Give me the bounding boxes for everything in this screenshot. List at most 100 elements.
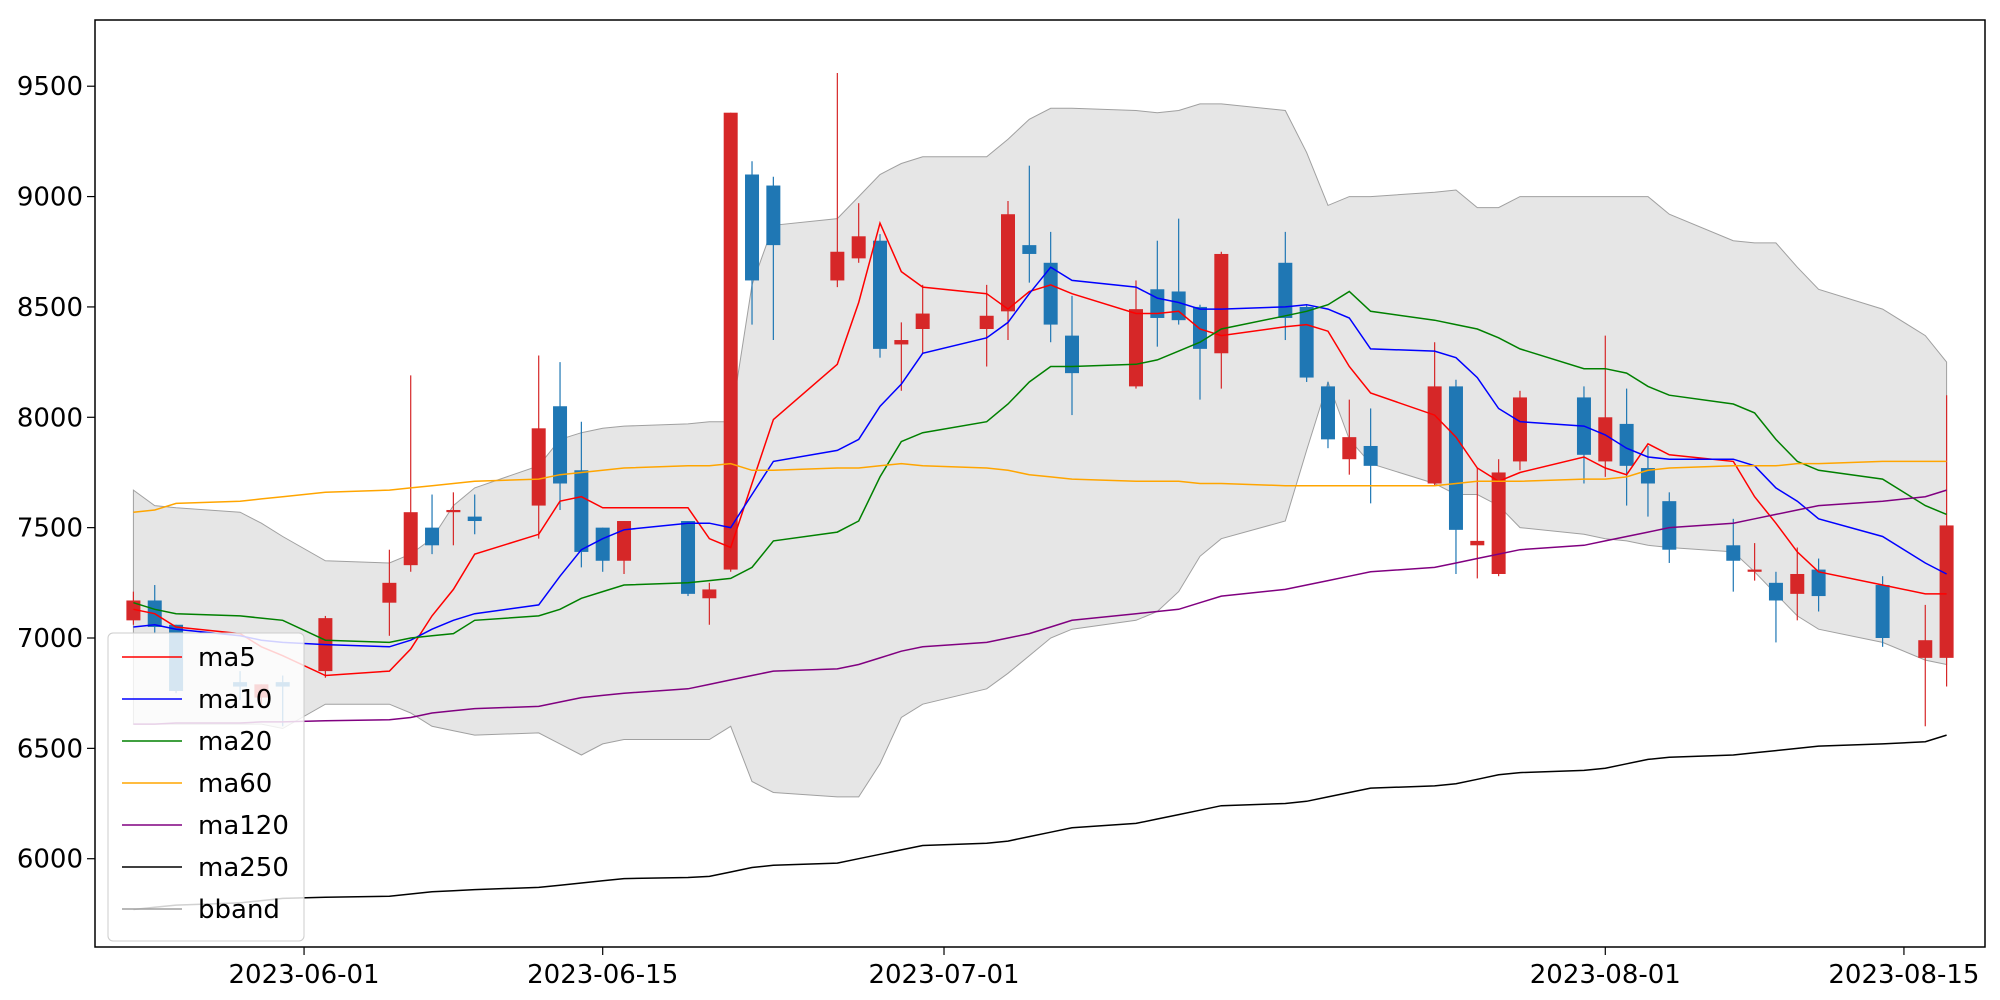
- candle-body: [723, 112, 738, 570]
- candle: [1768, 571, 1783, 643]
- candle-body: [1342, 437, 1357, 460]
- legend-entry: ma60: [122, 769, 272, 799]
- candle-body: [1171, 291, 1186, 321]
- candle: [1512, 390, 1527, 471]
- candle-body: [1320, 386, 1335, 440]
- candle: [1811, 558, 1826, 612]
- y-tick-label: 8500: [17, 293, 83, 323]
- candle: [318, 615, 333, 678]
- legend-label: bband: [198, 895, 280, 925]
- candle-body: [1918, 640, 1933, 658]
- candle: [681, 521, 696, 597]
- candle-body: [126, 600, 141, 621]
- candle-body: [979, 315, 994, 329]
- legend-label: ma60: [198, 769, 272, 799]
- candle: [979, 284, 994, 367]
- candle-body: [531, 428, 546, 506]
- candle: [1427, 342, 1442, 486]
- candle-body: [1619, 423, 1634, 466]
- y-tick-label: 7000: [17, 624, 83, 654]
- candle-body: [1790, 573, 1805, 594]
- candle: [1171, 218, 1186, 325]
- candle-body: [1022, 245, 1037, 254]
- candle-body: [595, 527, 610, 561]
- candle-body: [617, 521, 632, 561]
- y-tick-label: 6000: [17, 845, 83, 875]
- candle: [830, 72, 845, 288]
- y-tick-label: 7500: [17, 514, 83, 544]
- legend-entry: ma120: [122, 811, 289, 841]
- candle: [723, 112, 738, 572]
- candle: [702, 582, 717, 625]
- legend-entry: ma5: [122, 643, 256, 673]
- y-axis: 6000 6500 7000 7500 8000 8500 9000 9500: [17, 72, 95, 875]
- candle: [1192, 304, 1207, 400]
- candle-body: [1747, 569, 1762, 572]
- candle: [1598, 335, 1613, 477]
- x-tick-label: 2023-07-01: [868, 960, 1019, 990]
- ma120-line: [133, 489, 1947, 725]
- legend-entry: ma10: [122, 685, 272, 715]
- legend-label: ma20: [198, 727, 272, 757]
- candle-body: [1363, 445, 1378, 466]
- candle-body: [1662, 501, 1677, 550]
- candle: [1875, 576, 1890, 647]
- candle-body: [1043, 262, 1058, 325]
- candle: [531, 355, 546, 539]
- candle-body: [1427, 386, 1442, 484]
- candle-body: [851, 236, 866, 259]
- candle: [915, 284, 930, 354]
- candle-body: [574, 470, 589, 552]
- ma60-line: [133, 460, 1947, 513]
- candle: [595, 527, 610, 572]
- candle-body: [1470, 540, 1485, 546]
- candle-body: [894, 340, 909, 345]
- ma10-line: [133, 266, 1947, 648]
- candle-body: [1278, 262, 1293, 318]
- candle-body: [1768, 582, 1783, 601]
- candle-body: [1726, 545, 1741, 561]
- candle: [553, 362, 568, 510]
- x-tick-label: 2023-06-01: [228, 960, 379, 990]
- candle-body: [467, 516, 482, 522]
- candle: [1619, 388, 1634, 506]
- moving-average-lines-layer: [133, 220, 1947, 911]
- y-tick-label: 8000: [17, 403, 83, 433]
- candle: [1022, 165, 1037, 283]
- candle-body: [915, 313, 930, 329]
- candle-body: [382, 582, 397, 603]
- candle: [1491, 459, 1506, 577]
- candle-body: [1875, 585, 1890, 638]
- candle-body: [1939, 525, 1954, 658]
- candle-body: [1299, 306, 1314, 378]
- candle: [1342, 399, 1357, 475]
- candle-body: [1811, 569, 1826, 597]
- candle: [1001, 200, 1016, 341]
- candle-body: [1214, 253, 1229, 354]
- candle-body: [403, 512, 418, 566]
- candle-body: [766, 185, 781, 246]
- plot-frame: [94, 19, 1986, 948]
- y-tick-label: 9500: [17, 72, 83, 102]
- bollinger-band-layer: [132, 103, 1948, 798]
- x-tick-label: 2023-06-15: [527, 960, 678, 990]
- legend-entry: ma250: [122, 853, 289, 883]
- candle-body: [1192, 306, 1207, 349]
- candle: [1790, 547, 1805, 621]
- candle: [1448, 379, 1463, 574]
- ma5-line: [133, 220, 1947, 677]
- candle: [1278, 231, 1293, 341]
- legend-box: [107, 632, 305, 942]
- y-tick-label: 6500: [17, 734, 83, 764]
- candle: [1747, 543, 1762, 581]
- candle: [851, 203, 866, 263]
- candle-body: [873, 240, 888, 349]
- candle: [382, 549, 397, 636]
- candle: [467, 494, 482, 535]
- candle-body: [425, 527, 440, 546]
- x-tick-label: 2023-08-01: [1530, 960, 1681, 990]
- candle: [1726, 518, 1741, 592]
- candle: [1128, 280, 1143, 389]
- candle-body: [1448, 386, 1463, 530]
- x-axis: 2023-06-01 2023-06-15 2023-07-01 2023-08-01…: [228, 947, 1979, 990]
